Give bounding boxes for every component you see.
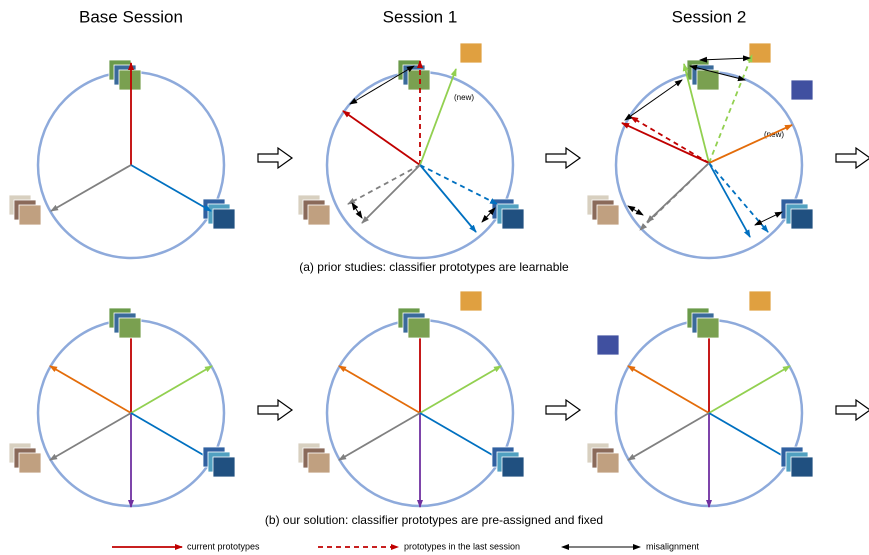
arrow xyxy=(361,164,421,224)
arrow xyxy=(639,162,710,231)
new-label: (new) xyxy=(764,130,784,139)
arrow xyxy=(342,110,421,166)
thumbnail xyxy=(596,334,620,356)
arrow xyxy=(419,365,502,414)
circle xyxy=(614,70,804,260)
column-title: Base Session xyxy=(79,7,183,26)
arrow xyxy=(419,164,498,205)
arrow xyxy=(624,79,683,121)
thumbnail xyxy=(790,208,814,230)
arrow xyxy=(630,116,710,164)
arrow xyxy=(621,122,710,164)
thumbnail xyxy=(407,317,431,339)
thumbnail xyxy=(459,290,483,312)
arrow xyxy=(130,164,212,212)
arrow xyxy=(627,205,644,216)
arrow xyxy=(347,164,421,205)
column-title: Session 1 xyxy=(383,7,458,26)
transition-arrow xyxy=(257,398,294,422)
arrow xyxy=(130,365,213,414)
thumbnail xyxy=(748,42,772,64)
arrow xyxy=(627,412,710,461)
thumbnail xyxy=(596,204,620,226)
thumbnail xyxy=(748,290,772,312)
legend-label: prototypes in the last session xyxy=(404,541,520,551)
arrow xyxy=(419,68,457,166)
transition-arrow xyxy=(835,146,869,170)
transition-arrow xyxy=(545,146,582,170)
arrow xyxy=(708,162,751,238)
arrow xyxy=(689,64,746,82)
thumbnail xyxy=(18,204,42,226)
thumbnail xyxy=(459,42,483,64)
legend-label: current prototypes xyxy=(187,541,260,551)
arrow xyxy=(338,412,421,461)
column-title: Session 2 xyxy=(672,7,747,26)
caption: (a) prior studies: classifier prototypes… xyxy=(299,260,569,274)
arrow xyxy=(708,54,753,164)
legend-label: misalignment xyxy=(646,541,700,551)
arrow xyxy=(699,55,751,63)
arrow xyxy=(351,202,363,219)
thumbnail xyxy=(118,69,142,91)
transition-arrow xyxy=(545,398,582,422)
thumbnail xyxy=(212,456,236,478)
thumbnail xyxy=(118,317,142,339)
thumbnail xyxy=(501,456,525,478)
caption: (b) our solution: classifier prototypes … xyxy=(265,513,603,527)
arrow xyxy=(627,365,710,414)
arrow xyxy=(49,412,132,461)
thumbnail xyxy=(790,79,814,101)
arrow xyxy=(682,63,710,164)
arrow xyxy=(708,162,769,233)
arrow xyxy=(708,124,793,164)
arrow xyxy=(49,365,132,414)
thumbnail xyxy=(307,204,331,226)
arrow xyxy=(338,365,421,414)
arrow xyxy=(708,412,791,461)
new-label: (new) xyxy=(454,93,474,102)
thumbnail xyxy=(18,452,42,474)
transition-arrow xyxy=(835,398,869,422)
transition-arrow xyxy=(257,146,294,170)
thumbnail xyxy=(596,452,620,474)
arrow xyxy=(349,65,415,105)
arrow xyxy=(419,412,502,461)
thumbnail xyxy=(501,208,525,230)
thumbnail xyxy=(790,456,814,478)
arrow xyxy=(419,164,477,233)
arrow xyxy=(481,207,496,223)
arrow xyxy=(754,211,783,226)
arrow xyxy=(50,164,132,212)
thumbnail xyxy=(407,69,431,91)
thumbnail xyxy=(307,452,331,474)
arrow xyxy=(646,162,710,223)
thumbnail xyxy=(212,208,236,230)
arrow xyxy=(130,412,213,461)
arrow xyxy=(708,365,791,414)
thumbnail xyxy=(696,317,720,339)
